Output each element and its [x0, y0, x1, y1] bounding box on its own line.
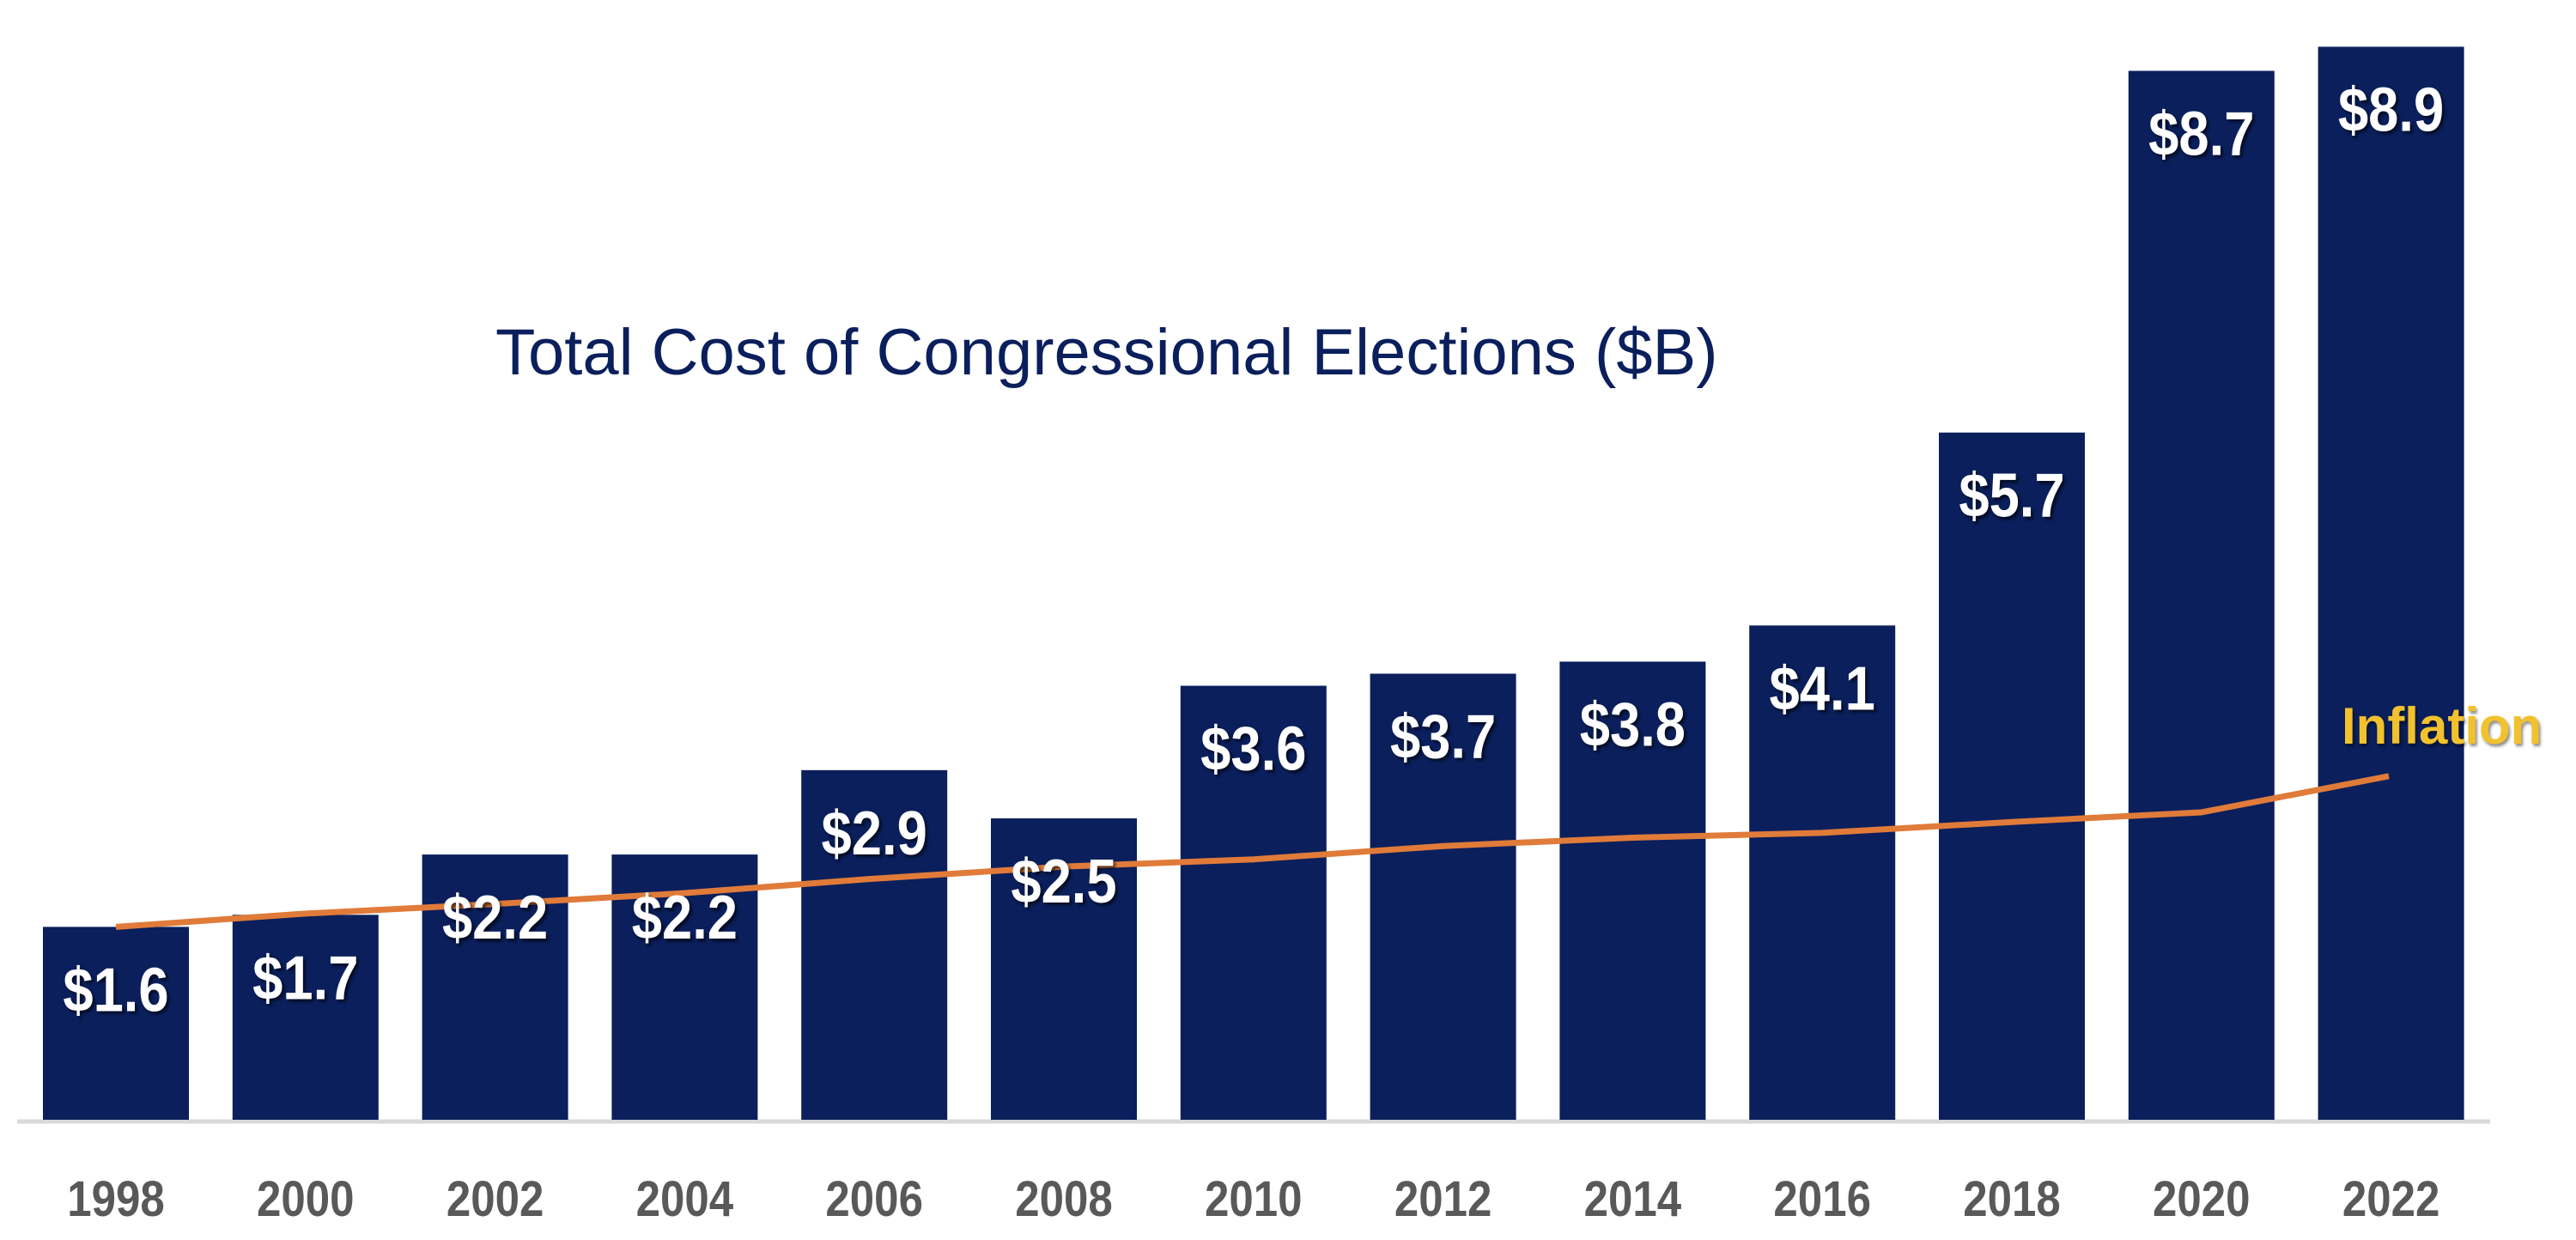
bar-2006: [801, 769, 948, 1120]
data-label-2004: $2.2: [632, 884, 738, 952]
x-tick-2006: 2006: [825, 1171, 923, 1227]
data-label-2000: $1.7: [252, 945, 358, 1013]
bar-2010: [1180, 685, 1327, 1120]
chart-title: Total Cost of Congressional Elections ($…: [495, 316, 1718, 389]
data-label-2018: $5.7: [1959, 462, 2064, 531]
x-tick-2016: 2016: [1773, 1171, 1871, 1227]
bar-2022: [2318, 46, 2464, 1121]
bar-2012: [1370, 673, 1516, 1120]
x-tick-2020: 2020: [2153, 1171, 2251, 1227]
x-tick-2000: 2000: [257, 1171, 355, 1227]
data-label-2016: $4.1: [1770, 655, 1875, 724]
data-label-2010: $3.6: [1200, 715, 1306, 784]
x-tick-2018: 2018: [1963, 1171, 2061, 1227]
x-tick-2008: 2008: [1015, 1171, 1113, 1227]
data-label-2012: $3.7: [1390, 703, 1496, 772]
data-label-2022: $8.9: [2338, 76, 2444, 145]
x-tick-2014: 2014: [1584, 1171, 1682, 1227]
x-tick-2012: 2012: [1394, 1171, 1492, 1227]
data-label-2002: $2.2: [442, 884, 548, 952]
bar-2000: [232, 915, 379, 1120]
bar-2020: [2128, 70, 2275, 1120]
bar-1998: [43, 927, 189, 1120]
x-tick-2004: 2004: [636, 1171, 734, 1227]
x-tick-2002: 2002: [447, 1171, 544, 1227]
data-label-2008: $2.5: [1011, 848, 1116, 916]
x-tick-2022: 2022: [2342, 1171, 2440, 1227]
data-label-1998: $1.6: [63, 957, 168, 1025]
bar-2014: [1559, 661, 1706, 1120]
data-label-2020: $8.7: [2148, 100, 2254, 169]
x-tick-1998: 1998: [67, 1171, 165, 1227]
data-label-2006: $2.9: [822, 799, 927, 868]
series-label-inflation: Inflation: [2342, 697, 2542, 755]
bar-2016: [1749, 625, 1896, 1120]
bar-2018: [1939, 432, 2085, 1121]
data-label-2014: $3.8: [1580, 691, 1686, 760]
x-tick-2010: 2010: [1205, 1171, 1303, 1227]
